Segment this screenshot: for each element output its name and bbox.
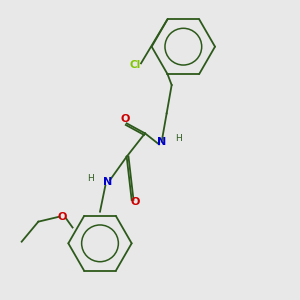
Text: H: H <box>87 174 94 183</box>
Text: N: N <box>157 137 166 147</box>
Text: H: H <box>175 134 182 143</box>
Text: O: O <box>58 212 68 222</box>
Text: O: O <box>131 197 140 207</box>
Text: N: N <box>103 177 112 187</box>
Text: O: O <box>120 114 130 124</box>
Text: Cl: Cl <box>129 60 141 70</box>
